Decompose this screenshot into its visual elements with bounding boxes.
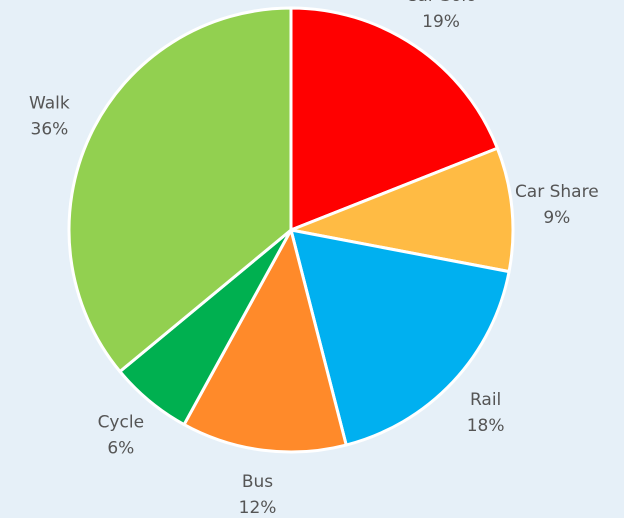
slice-label: Car Share xyxy=(515,182,599,202)
slice-label: Car Solo xyxy=(406,0,477,6)
pie-slice xyxy=(67,6,293,374)
pie-slice xyxy=(182,228,348,454)
slice-value-label: 6% xyxy=(107,439,134,459)
pie-slice xyxy=(289,228,511,447)
slice-value-label: 18% xyxy=(467,416,505,436)
slice-value-label: 36% xyxy=(31,119,69,139)
slice-label: Rail xyxy=(470,390,501,410)
slice-label: Walk xyxy=(29,93,70,113)
slice-label: Cycle xyxy=(98,413,144,433)
slice-value-label: 9% xyxy=(543,208,570,228)
slice-value-label: 19% xyxy=(422,12,460,32)
pie-slice xyxy=(289,146,515,274)
slice-label: Bus xyxy=(242,472,273,492)
pie-slice xyxy=(289,6,499,232)
slice-value-label: 12% xyxy=(239,498,277,518)
